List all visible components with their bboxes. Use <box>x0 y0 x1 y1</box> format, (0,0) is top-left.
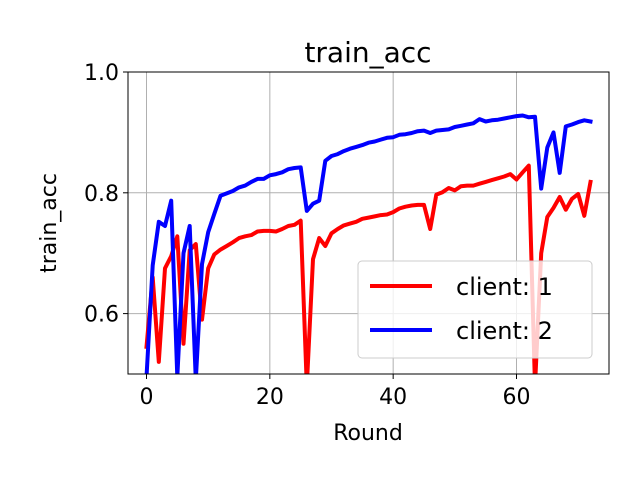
x-axis-title: Round <box>333 421 403 446</box>
chart-title: train_acc <box>304 36 431 69</box>
ticks: 0 20 40 60 0.6 0.8 1.0 <box>84 61 531 410</box>
x-tick-label: 0 <box>140 385 154 410</box>
x-tick-label: 20 <box>256 385 284 410</box>
x-tick-label: 60 <box>503 385 531 410</box>
series-line-client-2 <box>144 113 593 374</box>
y-tick-label: 0.6 <box>84 303 119 328</box>
y-axis-title: train_acc <box>37 173 62 273</box>
plot-frame <box>127 71 610 375</box>
series-layer <box>144 113 593 374</box>
x-tick-label: 40 <box>379 385 407 410</box>
legend-label-client-1: client: 1 <box>456 273 553 301</box>
y-tick-label: 1.0 <box>84 61 119 86</box>
y-tick-label: 0.8 <box>84 182 119 207</box>
legend-label-client-2: client: 2 <box>456 317 553 345</box>
series-line-client-1 <box>144 163 593 374</box>
legend: client: 1 client: 2 <box>357 260 593 359</box>
